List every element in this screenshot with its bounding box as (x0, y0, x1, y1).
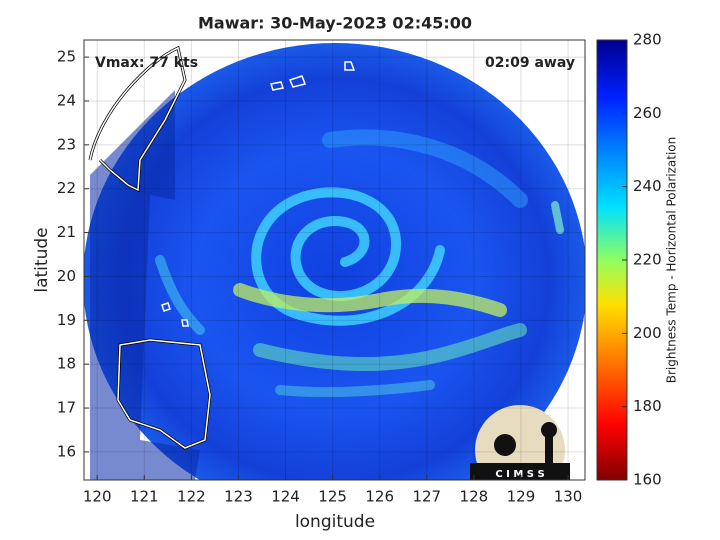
rain-bands (155, 129, 564, 398)
y-tick-label: 24 (57, 91, 76, 109)
cimss-logo (470, 405, 570, 480)
x-tick-label: 125 (318, 488, 347, 506)
colorbar-label: Brightness Temp - Horizontal Polarizatio… (665, 137, 679, 384)
colorbar-tick-label: 220 (633, 251, 662, 269)
colorbar-tick-label: 160 (633, 471, 662, 489)
y-tick-label: 17 (57, 399, 76, 417)
grid (84, 40, 585, 480)
x-tick-label: 124 (271, 488, 300, 506)
colorbar-tick-label: 260 (633, 104, 662, 122)
y-tick-label: 21 (57, 223, 76, 241)
y-tick-label: 22 (57, 179, 76, 197)
x-tick-label: 120 (83, 488, 112, 506)
y-tick-label: 20 (57, 267, 76, 285)
coastline (89, 46, 356, 449)
y-tick-label: 23 (57, 135, 76, 153)
y-tick-label: 19 (57, 311, 76, 329)
imagery (84, 43, 585, 480)
title: Mawar: 30-May-2023 02:45:00 (198, 14, 472, 33)
y-axis-label: latitude (32, 227, 52, 292)
x-tick-label: 126 (365, 488, 394, 506)
x-tick-label: 123 (224, 488, 253, 506)
annotation: 02:09 away (485, 55, 575, 71)
x-axis-label: longitude (295, 512, 375, 532)
annotation: Vmax: 77 kts (95, 55, 198, 71)
axes-frame (83, 39, 586, 481)
logo-text: C I M S S (495, 469, 544, 480)
x-tick-label: 121 (130, 488, 159, 506)
y-tick-label: 18 (57, 355, 76, 373)
y-tick-label: 25 (57, 48, 76, 66)
y-tick-label: 16 (57, 442, 76, 460)
x-tick-label: 127 (412, 488, 441, 506)
colorbar-tick-label: 200 (633, 324, 662, 342)
x-tick-label: 130 (554, 488, 583, 506)
colorbar-tick-label: 180 (633, 397, 662, 415)
x-tick-label: 122 (177, 488, 206, 506)
x-tick-label: 129 (507, 488, 536, 506)
colorbar-tick-label: 240 (633, 177, 662, 195)
x-tick-label: 128 (460, 488, 489, 506)
colorbar-tick-label: 280 (633, 31, 662, 49)
